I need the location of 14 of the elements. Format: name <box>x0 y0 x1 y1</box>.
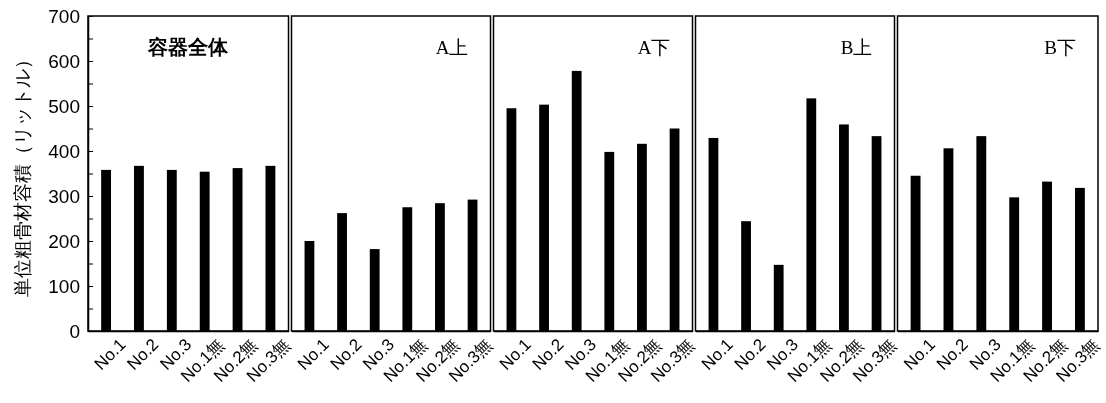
y-tick-label: 300 <box>48 185 80 207</box>
text: 容器全体 <box>147 35 230 59</box>
text: B下 <box>1044 37 1076 58</box>
y-tick-label: 100 <box>48 275 80 297</box>
y-tick-label: 400 <box>48 140 80 162</box>
text: A上 <box>435 37 469 58</box>
y-tick-label: 700 <box>48 5 80 27</box>
y-tick-label: 600 <box>48 50 80 72</box>
text: B上 <box>840 37 873 58</box>
y-tick-label: 500 <box>48 95 80 117</box>
text: A下 <box>637 37 671 58</box>
y-tick-label: 200 <box>48 230 80 252</box>
y-tick-label: 0 <box>69 320 80 342</box>
y-axis-title: 単位粗骨材容積（リットル） <box>11 50 33 297</box>
